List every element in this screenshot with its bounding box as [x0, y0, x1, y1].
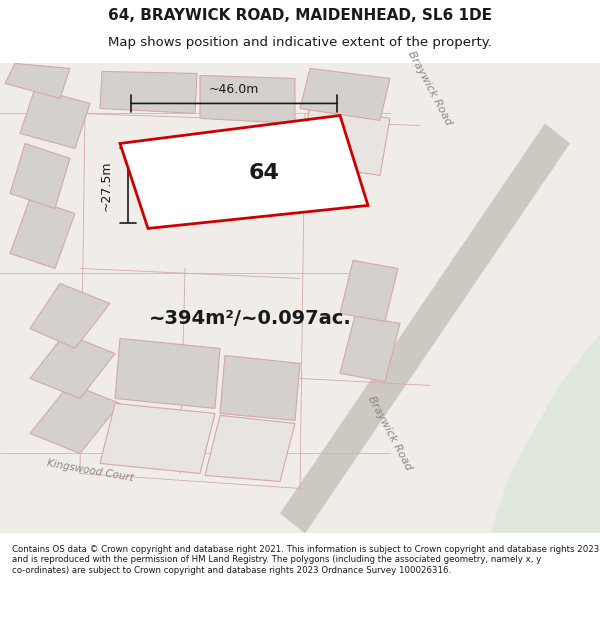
Polygon shape [100, 404, 215, 473]
Polygon shape [300, 106, 390, 176]
Polygon shape [120, 116, 368, 228]
Text: Map shows position and indicative extent of the property.: Map shows position and indicative extent… [108, 36, 492, 49]
Polygon shape [10, 199, 75, 269]
Text: Braywick Road: Braywick Road [406, 49, 454, 127]
Polygon shape [30, 284, 110, 348]
Polygon shape [490, 333, 600, 533]
Polygon shape [115, 338, 220, 409]
Polygon shape [340, 316, 400, 381]
Polygon shape [30, 333, 115, 399]
Polygon shape [5, 63, 70, 98]
Polygon shape [205, 416, 295, 481]
Polygon shape [220, 356, 300, 421]
Polygon shape [200, 76, 295, 124]
Text: Contains OS data © Crown copyright and database right 2021. This information is : Contains OS data © Crown copyright and d… [12, 545, 599, 574]
Polygon shape [300, 68, 390, 121]
Text: ~27.5m: ~27.5m [100, 160, 113, 211]
Polygon shape [20, 88, 90, 148]
Polygon shape [100, 71, 197, 114]
Polygon shape [340, 261, 398, 321]
Text: 64: 64 [248, 163, 280, 183]
Text: ~394m²/~0.097ac.: ~394m²/~0.097ac. [149, 309, 352, 328]
Text: ~46.0m: ~46.0m [209, 83, 259, 96]
Polygon shape [280, 124, 570, 533]
Text: Braywick Road: Braywick Road [366, 394, 414, 472]
Text: Kingswood Court: Kingswood Court [46, 458, 134, 483]
Polygon shape [10, 143, 70, 209]
Text: 64, BRAYWICK ROAD, MAIDENHEAD, SL6 1DE: 64, BRAYWICK ROAD, MAIDENHEAD, SL6 1DE [108, 8, 492, 23]
Polygon shape [30, 383, 120, 453]
